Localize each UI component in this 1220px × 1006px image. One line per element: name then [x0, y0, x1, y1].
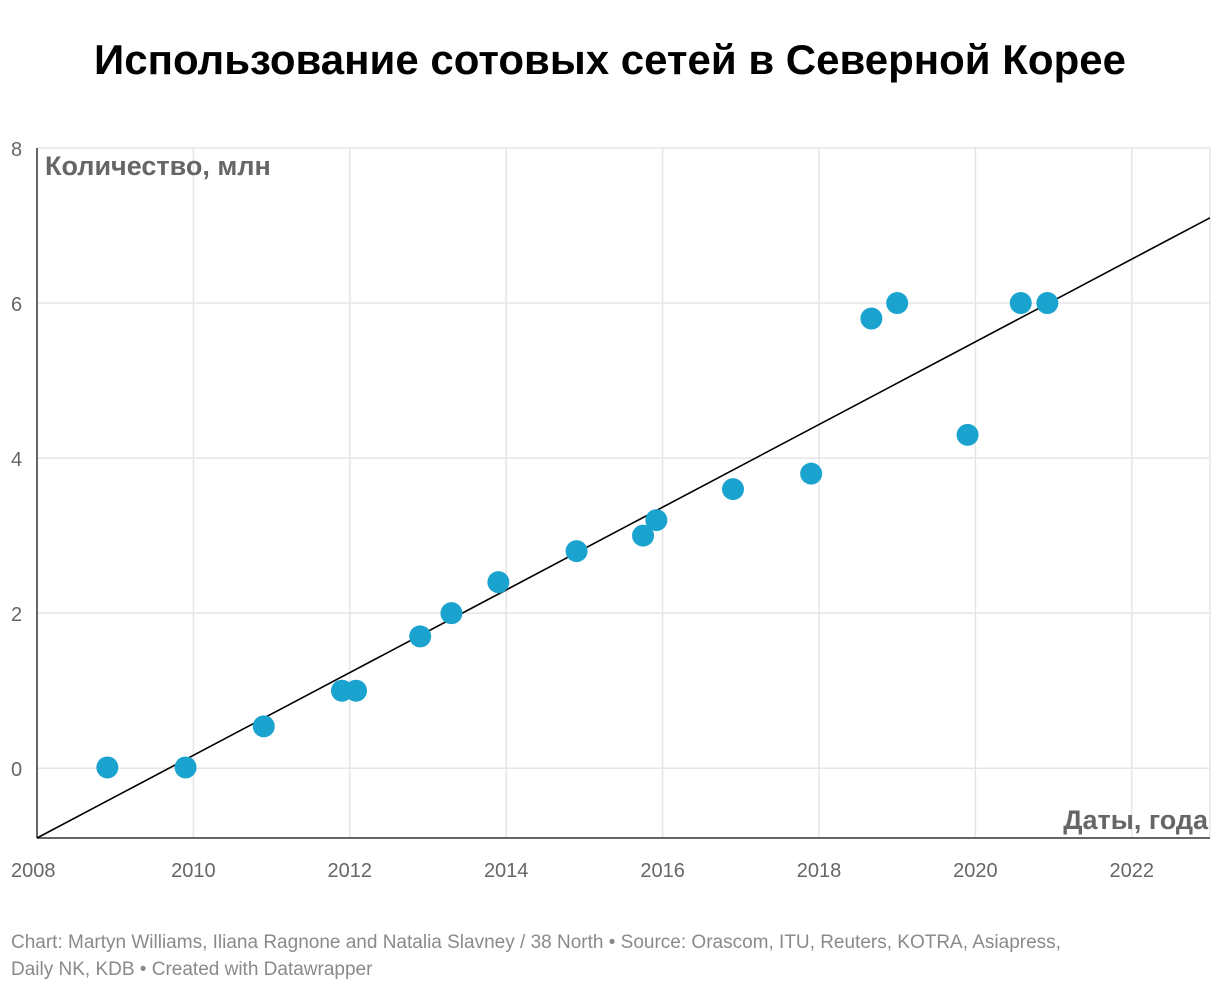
x-tick-label: 2022	[1110, 860, 1155, 882]
data-point	[632, 524, 655, 547]
trendline-layer	[36, 217, 1211, 839]
data-point	[956, 423, 979, 446]
x-tick-label: 2016	[640, 860, 685, 882]
x-axis-title: Даты, года	[1063, 805, 1209, 835]
chart-title: Использование сотовых сетей в Северной К…	[94, 36, 1126, 83]
y-tick-label: 6	[11, 294, 22, 316]
footer-credits-line-1: Chart: Martyn Williams, Iliana Ragnone a…	[11, 932, 1061, 953]
chart-footer: Chart: Martyn Williams, Iliana Ragnone a…	[11, 929, 1211, 983]
footer-credits-line-2: Daily NK, KDB • Created with Datawrapper	[11, 959, 373, 980]
x-tick-label: 2012	[328, 860, 373, 882]
data-point	[252, 715, 275, 738]
y-tick-label: 8	[11, 139, 22, 161]
tick-labels: 0 2 4 6 8 2008 2010 2012 2014 2016 2018 2020 2022	[11, 139, 1154, 882]
data-point	[1036, 292, 1059, 315]
x-tick-label: 2008	[11, 860, 56, 882]
data-point	[440, 602, 463, 625]
data-point	[721, 478, 744, 501]
data-point	[800, 462, 823, 485]
x-tick-label: 2018	[797, 860, 842, 882]
x-tick-label: 2010	[171, 860, 216, 882]
grid-lines	[37, 147, 1211, 838]
data-point	[174, 756, 197, 779]
data-point	[487, 571, 510, 594]
data-point	[409, 625, 432, 648]
data-point	[645, 509, 668, 532]
x-tick-label: 2014	[484, 860, 529, 882]
data-point	[886, 292, 909, 315]
y-tick-label: 2	[11, 604, 22, 626]
data-point	[1009, 292, 1032, 315]
data-points	[96, 292, 1059, 779]
data-point	[565, 540, 588, 563]
data-point	[96, 756, 119, 779]
y-tick-label: 0	[11, 759, 22, 781]
data-point	[860, 307, 883, 330]
y-tick-label: 4	[11, 449, 22, 471]
data-point	[345, 679, 368, 702]
trend-line	[36, 217, 1211, 839]
x-tick-label: 2020	[953, 860, 998, 882]
axes	[36, 148, 1210, 839]
y-axis-title: Количество, млн	[45, 151, 271, 181]
